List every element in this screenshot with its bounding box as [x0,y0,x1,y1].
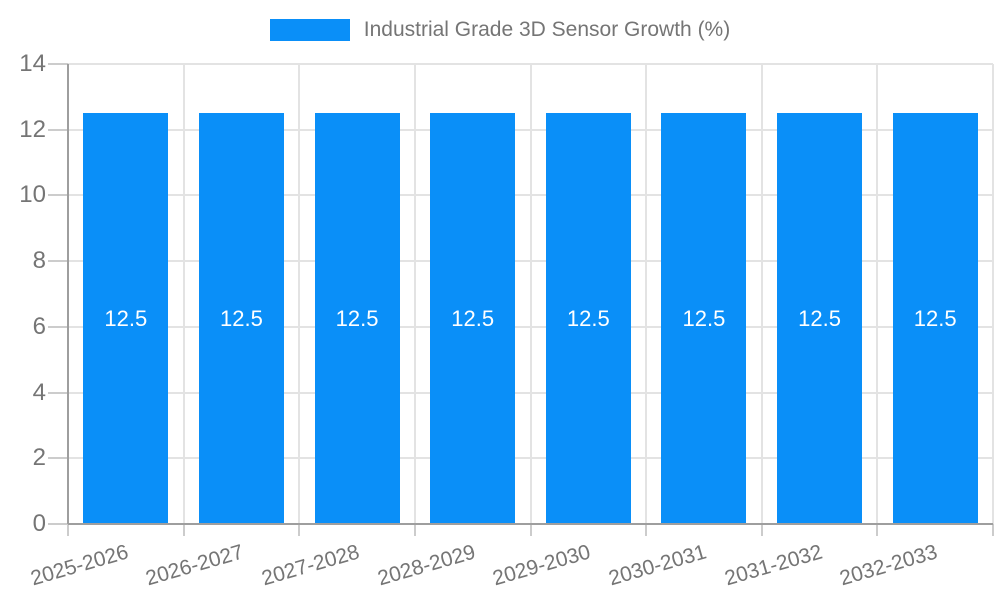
y-tick-label: 2 [32,444,46,472]
y-tick-mark [48,457,68,460]
y-tick-mark [48,260,68,263]
y-tick-label: 6 [32,312,46,340]
gridline-vertical [182,64,185,524]
bar[interactable] [198,113,284,524]
bar-value-label: 12.5 [220,305,263,331]
y-tick-label: 8 [32,247,46,275]
legend-swatch[interactable] [269,19,350,41]
x-tick-mark [413,524,416,536]
y-tick-label: 0 [32,510,46,537]
bar[interactable] [777,113,863,524]
x-tick-mark [298,524,301,536]
x-tick-mark [182,524,185,536]
bar-value-label: 12.5 [335,305,379,331]
x-tick-mark [876,524,879,536]
x-tick-label: 2027-2028 [259,540,363,591]
x-tick-label: 2031-2032 [721,540,825,591]
plot-area: 0 2 4 6 8 10 12 14 12.5 12.5 12.5 12.5 12.5 12.5 12.5 1… [19,51,994,590]
gridline-vertical [529,64,532,524]
bar-value-label: 12.5 [104,305,148,331]
bar[interactable] [661,113,747,524]
gridline-vertical [298,64,301,524]
x-tick-label: 2032-2033 [837,540,941,591]
gridline-vertical [760,64,763,524]
y-tick-mark [48,194,68,197]
gridline-vertical [876,64,879,524]
x-tick-label: 2030-2031 [606,540,709,591]
x-tick-label: 2026-2027 [143,540,247,591]
x-tick-label: 2025-2026 [27,540,131,591]
gridline-vertical [413,64,416,524]
y-tick-mark [48,523,68,525]
bar[interactable] [83,113,169,524]
y-tick-mark [48,128,68,131]
x-tick-mark [992,524,994,536]
legend-label: Industrial Grade 3D Sensor Growth (%) [363,18,731,41]
gridline-vertical [645,64,648,524]
gridline-vertical [992,64,994,524]
bar-value-label: 12.5 [566,305,610,331]
y-tick-label: 14 [19,50,46,77]
x-tick-label: 2029-2030 [490,540,594,591]
y-tick-label: 4 [32,378,46,406]
y-tick-mark [48,63,68,65]
x-tick-mark [645,524,648,536]
legend: Industrial Grade 3D Sensor Growth (%) [0,18,1000,42]
x-tick-mark [67,524,69,536]
x-tick-mark [529,524,532,536]
y-tick-mark [48,325,68,328]
x-tick-label: 2028-2029 [374,540,478,591]
bar[interactable] [545,113,631,524]
y-tick-label: 12 [19,115,46,143]
y-tick-mark [48,391,68,394]
x-tick-mark [760,524,763,536]
bar-value-label: 12.5 [451,305,495,331]
x-axis-line [68,523,993,525]
bar-value-label: 12.5 [798,305,841,331]
y-axis-line [67,64,69,524]
bar[interactable] [314,113,400,524]
bar[interactable] [892,113,978,524]
bar[interactable] [430,113,516,524]
bar-value-label: 12.5 [682,305,726,331]
y-tick-label: 10 [19,181,46,209]
bar-value-label: 12.5 [913,305,957,331]
